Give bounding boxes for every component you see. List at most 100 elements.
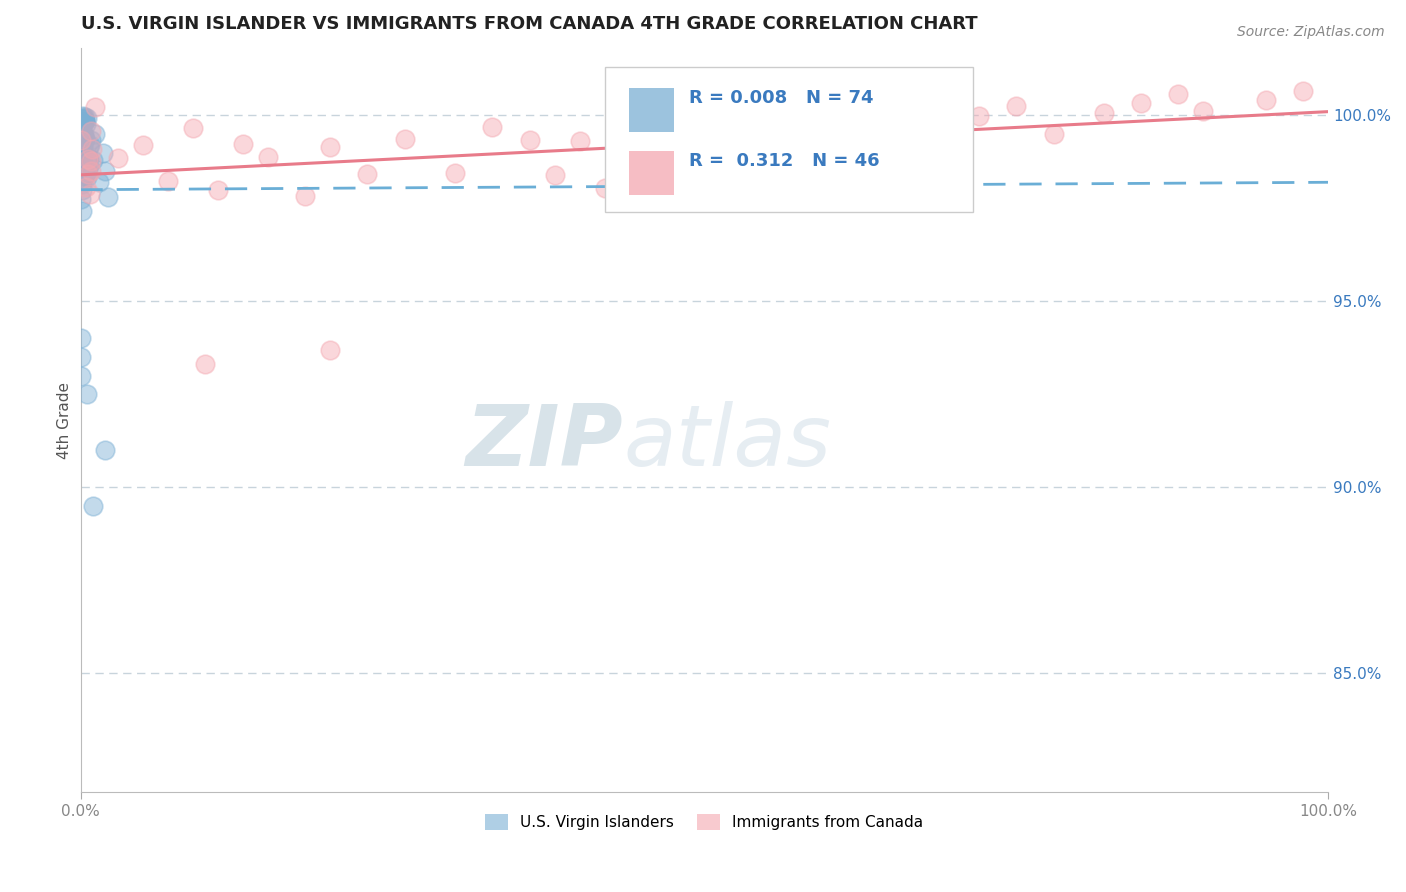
Point	[76, 169, 98, 184]
Point	[73, 114, 96, 128]
Point	[77, 151, 100, 165]
Point	[70, 152, 93, 166]
Text: R =  0.312   N = 46: R = 0.312 N = 46	[689, 152, 880, 169]
Point	[70, 153, 93, 168]
Point	[543, 169, 565, 183]
Text: R = 0.008   N = 74: R = 0.008 N = 74	[689, 88, 875, 107]
FancyBboxPatch shape	[605, 67, 973, 212]
Point	[70, 144, 93, 158]
Point	[593, 180, 616, 194]
Point	[1192, 103, 1215, 118]
Y-axis label: 4th Grade: 4th Grade	[58, 382, 72, 458]
Point	[918, 152, 941, 166]
Point	[70, 131, 93, 145]
FancyBboxPatch shape	[630, 87, 675, 132]
Point	[94, 164, 117, 178]
Point	[72, 158, 94, 172]
Point	[69, 350, 91, 364]
Point	[668, 132, 690, 146]
Point	[70, 148, 93, 162]
Point	[1167, 87, 1189, 101]
Point	[97, 190, 120, 204]
Point	[72, 130, 94, 145]
Point	[194, 358, 217, 372]
Text: U.S. VIRGIN ISLANDER VS IMMIGRANTS FROM CANADA 4TH GRADE CORRELATION CHART: U.S. VIRGIN ISLANDER VS IMMIGRANTS FROM …	[80, 15, 977, 33]
Text: Source: ZipAtlas.com: Source: ZipAtlas.com	[1237, 25, 1385, 39]
Point	[76, 164, 98, 178]
Point	[72, 111, 94, 125]
Point	[1092, 105, 1115, 120]
Point	[73, 112, 96, 127]
Point	[70, 153, 93, 168]
Point	[80, 133, 103, 147]
Point	[1130, 96, 1153, 111]
Point	[73, 129, 96, 144]
Point	[72, 170, 94, 185]
Point	[76, 153, 98, 167]
Point	[842, 112, 865, 126]
Point	[967, 108, 990, 122]
Point	[75, 132, 97, 146]
Point	[70, 168, 93, 182]
Point	[72, 159, 94, 173]
Point	[70, 126, 93, 140]
Point	[72, 127, 94, 141]
Point	[70, 128, 93, 143]
Legend: U.S. Virgin Islanders, Immigrants from Canada: U.S. Virgin Islanders, Immigrants from C…	[479, 808, 929, 837]
Point	[73, 169, 96, 183]
Point	[156, 174, 179, 188]
FancyBboxPatch shape	[630, 151, 675, 195]
Point	[84, 127, 107, 141]
Point	[77, 152, 100, 166]
Point	[107, 151, 129, 165]
Point	[793, 144, 815, 158]
Point	[631, 115, 654, 129]
Point	[94, 442, 117, 457]
Point	[69, 368, 91, 383]
Point	[481, 120, 503, 134]
Point	[79, 123, 101, 137]
Point	[70, 136, 93, 151]
Point	[79, 159, 101, 173]
Point	[256, 150, 278, 164]
Point	[69, 117, 91, 131]
Point	[70, 125, 93, 139]
Point	[82, 142, 104, 156]
Point	[1042, 127, 1064, 141]
Point	[1254, 93, 1277, 107]
Point	[79, 163, 101, 178]
Point	[79, 138, 101, 153]
Text: ZIP: ZIP	[465, 401, 623, 484]
Point	[294, 189, 316, 203]
Point	[73, 169, 96, 183]
Point	[73, 127, 96, 141]
Point	[72, 148, 94, 162]
Point	[72, 141, 94, 155]
Point	[76, 387, 98, 401]
Point	[70, 156, 93, 170]
Point	[69, 133, 91, 147]
Point	[89, 175, 111, 189]
Point	[91, 145, 114, 160]
Point	[568, 134, 591, 148]
Point	[72, 142, 94, 156]
Point	[73, 130, 96, 145]
Point	[394, 132, 416, 146]
Point	[69, 151, 91, 165]
Point	[519, 133, 541, 147]
Point	[755, 105, 778, 120]
Point	[84, 100, 107, 114]
Point	[70, 145, 93, 159]
Point	[70, 125, 93, 139]
Point	[76, 167, 98, 181]
Point	[72, 115, 94, 129]
Point	[132, 138, 155, 153]
Point	[73, 135, 96, 149]
Point	[880, 120, 903, 135]
Point	[72, 128, 94, 142]
Point	[79, 153, 101, 168]
Point	[72, 127, 94, 141]
Point	[72, 131, 94, 145]
Point	[356, 167, 378, 181]
Point	[69, 331, 91, 345]
